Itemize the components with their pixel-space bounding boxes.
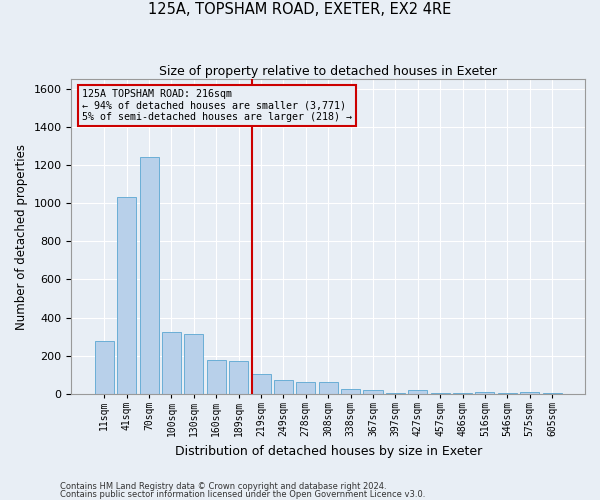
Text: Contains HM Land Registry data © Crown copyright and database right 2024.: Contains HM Land Registry data © Crown c…	[60, 482, 386, 491]
Text: Contains public sector information licensed under the Open Government Licence v3: Contains public sector information licen…	[60, 490, 425, 499]
Bar	[207, 360, 226, 394]
Bar	[117, 196, 136, 394]
Bar	[162, 332, 181, 394]
Bar	[364, 390, 383, 394]
Y-axis label: Number of detached properties: Number of detached properties	[15, 144, 28, 330]
Bar	[542, 393, 562, 394]
Bar	[296, 382, 316, 394]
Bar	[341, 389, 360, 394]
Title: Size of property relative to detached houses in Exeter: Size of property relative to detached ho…	[159, 65, 497, 78]
Bar	[498, 393, 517, 394]
Bar	[431, 393, 449, 394]
Bar	[229, 360, 248, 394]
Bar	[319, 382, 338, 394]
X-axis label: Distribution of detached houses by size in Exeter: Distribution of detached houses by size …	[175, 444, 482, 458]
Bar	[475, 392, 494, 394]
Bar	[386, 393, 405, 394]
Bar	[140, 158, 158, 394]
Bar	[274, 380, 293, 394]
Bar	[184, 334, 203, 394]
Bar	[95, 340, 114, 394]
Bar	[251, 374, 271, 394]
Bar	[520, 392, 539, 394]
Bar	[453, 393, 472, 394]
Bar	[408, 390, 427, 394]
Text: 125A, TOPSHAM ROAD, EXETER, EX2 4RE: 125A, TOPSHAM ROAD, EXETER, EX2 4RE	[148, 2, 452, 18]
Text: 125A TOPSHAM ROAD: 216sqm
← 94% of detached houses are smaller (3,771)
5% of sem: 125A TOPSHAM ROAD: 216sqm ← 94% of detac…	[82, 88, 352, 122]
